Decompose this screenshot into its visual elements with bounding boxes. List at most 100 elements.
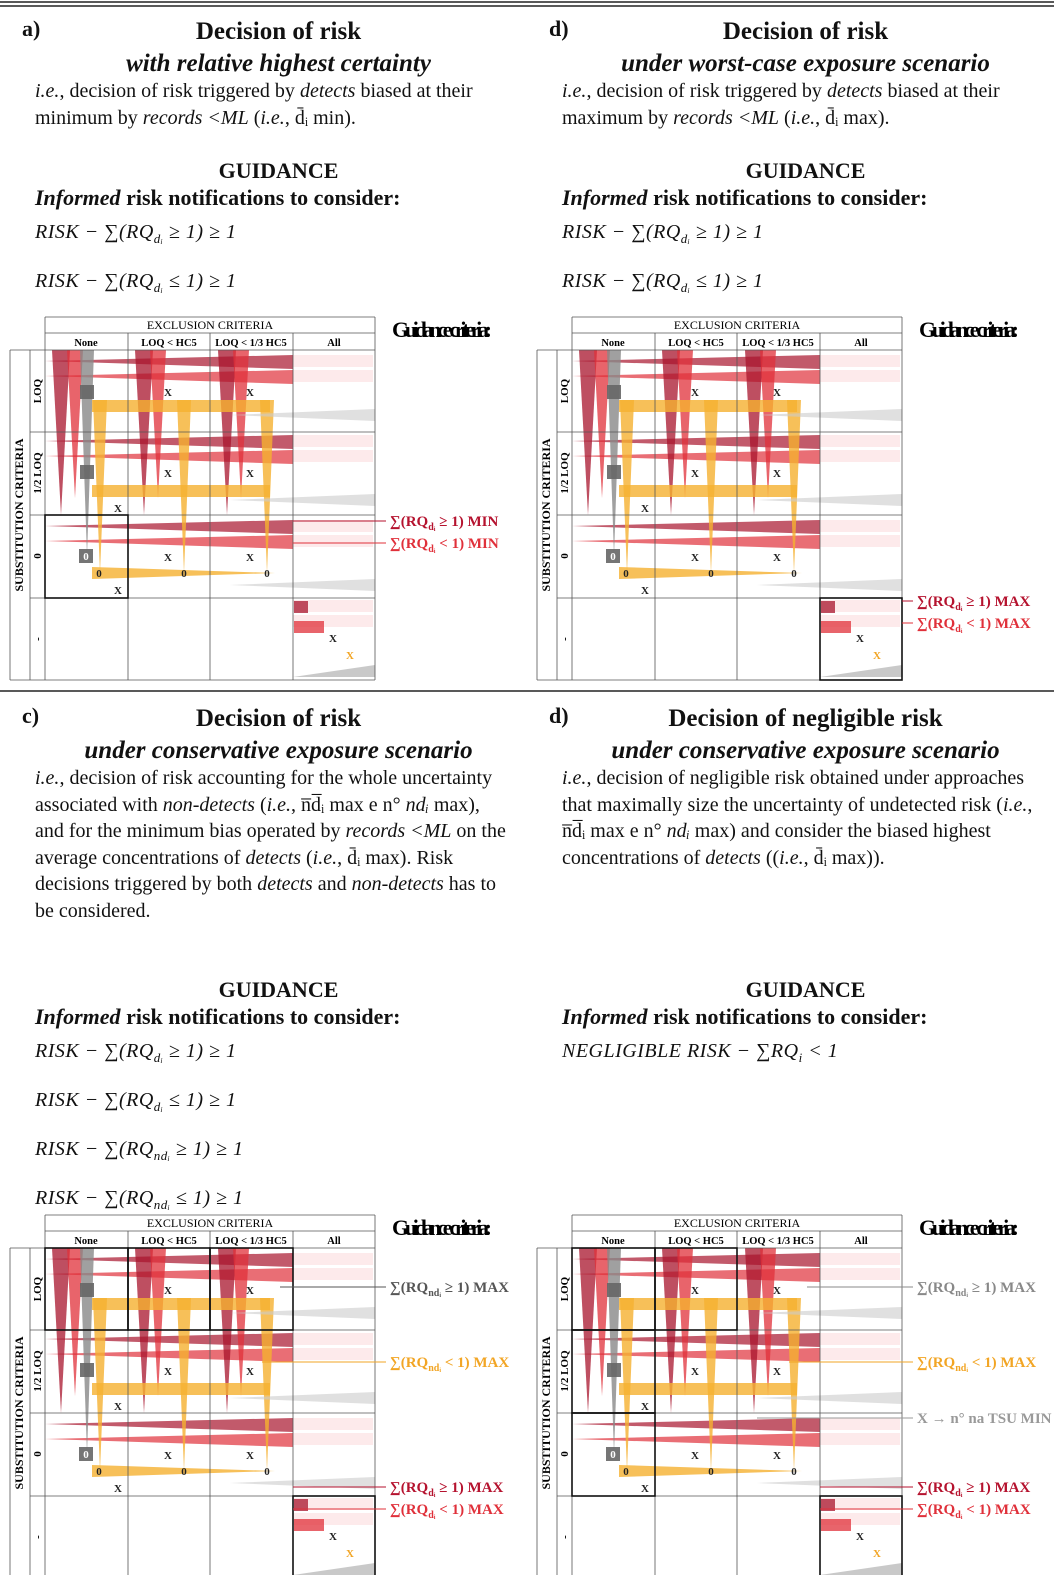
cell-mark: X: [114, 503, 122, 515]
page: a)Decision of riskwith relative highest …: [0, 0, 1054, 1575]
wedge: [45, 1333, 293, 1347]
guidance-heading: GUIDANCE: [562, 157, 1049, 185]
cell-mark: 0: [181, 568, 187, 580]
wedge: [572, 435, 820, 449]
formula-subscript: dᵢ: [154, 231, 164, 246]
annotation: ∑(RQndᵢ ≥ 1) MAX: [917, 1280, 1036, 1299]
row-label: -: [559, 637, 571, 641]
description-text: i.e.: [260, 107, 284, 129]
panel: d)Decision of negligible riskunder conse…: [527, 687, 1054, 1575]
panel-title: Decision of risk: [557, 16, 1054, 48]
cell-mark: 0: [623, 568, 629, 580]
wedge: [572, 450, 820, 464]
cell-mark: 0: [264, 1466, 270, 1478]
axis-label: SUBSTITUTION CRITERIA: [12, 1336, 26, 1489]
cell-mark: X: [641, 1483, 649, 1495]
cell-mark: X: [329, 633, 337, 645]
block: [293, 1418, 373, 1430]
annotation-subscript: ndᵢ: [955, 1288, 968, 1299]
description-text: i.e.: [562, 80, 586, 102]
formula-text: RISK − ∑(RQ: [35, 221, 154, 243]
annotation-text: < 1) MAX: [963, 616, 1031, 632]
block: [820, 520, 900, 532]
description-text: , d̄ᵢ max)).: [804, 847, 885, 869]
column-label: LOQ < 1/3 HC5: [215, 338, 287, 349]
formula-text: ≤ 1) ≥ 1: [163, 1089, 236, 1111]
panel: a)Decision of riskwith relative highest …: [0, 0, 527, 687]
formula: RISK − ∑(RQdᵢ ≤ 1) ≥ 1: [35, 1079, 515, 1128]
formula-subscript: dᵢ: [154, 280, 164, 295]
wedge: [579, 350, 597, 515]
description-text: , n̅d̅ᵢ max e n°: [291, 794, 406, 816]
cell-mark: X: [164, 1366, 172, 1378]
annotation: ∑(RQdᵢ ≥ 1) MAX: [390, 1480, 504, 1499]
column-label: None: [601, 1236, 625, 1247]
block: [820, 535, 900, 547]
formula-subscript: dᵢ: [154, 1050, 164, 1065]
column-label: LOQ < HC5: [668, 338, 724, 349]
guidance: GUIDANCEInformed risk notifications to c…: [562, 976, 1042, 1079]
guidance-lead-text: risk notifications to consider:: [648, 1004, 928, 1029]
cell-mark: X: [329, 1531, 337, 1543]
block: [80, 1363, 94, 1377]
formula: RISK − ∑(RQdᵢ ≥ 1) ≥ 1: [562, 211, 1042, 260]
wedge: [572, 535, 820, 549]
annotation: ∑(RQdᵢ < 1) MAX: [390, 1502, 504, 1521]
description-text: detects: [257, 873, 313, 895]
row-label: 0: [559, 1451, 571, 1457]
formula-text: RISK − ∑(RQ: [35, 270, 154, 292]
column-label: LOQ < HC5: [141, 1236, 197, 1247]
description: i.e., decision of risk accounting for th…: [35, 765, 510, 924]
formula-text: RISK − ∑(RQ: [35, 1089, 154, 1111]
block: [607, 1283, 621, 1297]
panel-subtitle: under worst-case exposure scenario: [557, 48, 1054, 80]
block: [821, 621, 851, 633]
cell-mark: X: [114, 1401, 122, 1413]
formula-subscript: ndᵢ: [154, 1148, 171, 1163]
panel-subtitle: under conservative exposure scenario: [30, 735, 527, 767]
column-label: LOQ < 1/3 HC5: [742, 1236, 814, 1247]
cell-mark: X: [856, 633, 864, 645]
description-text: i.e.: [779, 847, 803, 869]
column-label: All: [854, 1236, 868, 1247]
row-label: -: [32, 637, 44, 641]
annotation-subscript: ndᵢ: [428, 1363, 441, 1374]
wedge: [572, 520, 820, 534]
row-label: 0: [32, 1451, 44, 1457]
annotation-text: ∑(RQ: [390, 1480, 429, 1496]
guidance-lead-text: risk notifications to consider:: [121, 1004, 401, 1029]
axis-label: SUBSTITUTION CRITERIA: [539, 1336, 553, 1489]
annotation-text: ∑(RQ: [917, 1480, 956, 1496]
annotation: ∑(RQdᵢ ≥ 1) MAX: [917, 1480, 1031, 1499]
formula-text: ≥ 1) ≥ 1: [163, 1040, 236, 1062]
block: [607, 385, 621, 399]
guidance-lead-italic: Informed: [35, 185, 121, 210]
row-label: -: [32, 1535, 44, 1539]
block: [820, 370, 900, 382]
guidance-criteria: Guidance criteria:: [392, 1215, 492, 1240]
description-text: and: [313, 873, 352, 895]
column-label: LOQ < HC5: [141, 338, 197, 349]
column-label: None: [601, 338, 625, 349]
cell-mark: 0: [791, 568, 797, 580]
cell-mark: 0: [264, 568, 270, 580]
description-text: detects: [827, 80, 883, 102]
cell-mark: X: [773, 468, 781, 480]
wedge: [45, 520, 293, 534]
panel-subtitle: with relative highest certainty: [30, 48, 527, 80]
block: [294, 601, 308, 613]
exclusion-header: EXCLUSION CRITERIA: [147, 318, 274, 332]
cell-mark: 0: [791, 1466, 797, 1478]
block: [293, 435, 373, 447]
description-text: detects: [300, 80, 356, 102]
formula-subscript: ndᵢ: [154, 1197, 171, 1212]
guidance-heading: GUIDANCE: [35, 976, 522, 1004]
description: i.e., decision of negligible risk obtain…: [562, 765, 1037, 871]
wedge: [45, 535, 293, 549]
wedge: [45, 1418, 293, 1432]
cell-mark: 0: [83, 551, 89, 563]
annotation: ∑(RQdᵢ < 1) MAX: [917, 616, 1031, 635]
annotation-text: ∑(RQ: [917, 1502, 956, 1518]
